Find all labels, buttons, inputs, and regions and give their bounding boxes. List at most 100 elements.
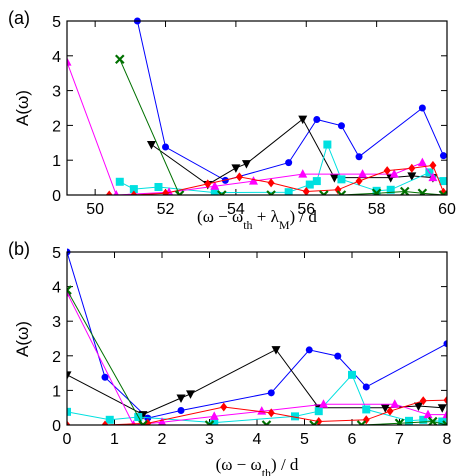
data-point <box>267 178 275 188</box>
data-point <box>439 177 447 186</box>
data-point <box>405 416 413 425</box>
data-point <box>101 373 109 381</box>
data-point <box>115 54 125 65</box>
x-tick-label: 8 <box>443 431 452 448</box>
data-point <box>407 172 417 181</box>
data-point <box>417 188 428 195</box>
y-tick-label: 2 <box>52 118 61 135</box>
data-point <box>319 399 328 408</box>
data-point <box>356 420 367 425</box>
x-tick-label: 58 <box>368 201 386 218</box>
y-tick-label: 3 <box>52 84 61 101</box>
data-point <box>154 182 163 191</box>
data-point <box>355 176 363 186</box>
data-point <box>314 407 323 416</box>
data-point <box>204 179 212 189</box>
data-point <box>371 188 382 195</box>
data-point <box>298 169 308 178</box>
data-point <box>267 408 275 418</box>
data-point <box>248 176 258 185</box>
x-tick-label: 50 <box>86 201 104 218</box>
data-point <box>162 188 170 195</box>
series-line <box>136 20 444 181</box>
data-point <box>429 160 437 170</box>
data-point <box>210 188 219 195</box>
data-point <box>337 122 345 130</box>
data-point <box>442 409 447 419</box>
data-point <box>67 285 72 295</box>
data-point <box>67 371 72 380</box>
data-point <box>362 405 371 414</box>
panel-b: 0 1 2 3 4 5 6 7 8 0 1 2 3 4 5 (b) A(ω) (ω − ωth) / d <box>8 239 452 476</box>
data-point <box>443 395 447 405</box>
data-point <box>217 190 227 195</box>
data-point <box>231 164 241 173</box>
data-point <box>267 389 275 397</box>
data-point <box>302 187 310 195</box>
data-point <box>138 420 148 425</box>
data-point <box>355 153 363 161</box>
data-point <box>157 417 167 425</box>
panel-a: 50 52 54 56 58 60 0 1 2 3 4 5 (a) A(ω) (ω − ωth + λM) … <box>8 8 456 232</box>
data-point <box>348 370 356 379</box>
data-point <box>417 157 427 167</box>
data-point <box>334 352 342 360</box>
series-line <box>67 373 443 424</box>
data-point <box>337 175 346 184</box>
data-point <box>130 190 138 195</box>
y-tick-label: 2 <box>52 349 61 366</box>
y-tick-label: 4 <box>52 49 61 66</box>
data-point <box>146 141 156 150</box>
panel-label: (a) <box>8 8 30 28</box>
data-point <box>257 406 267 415</box>
x-tick-label: 6 <box>348 431 357 448</box>
data-point <box>209 411 219 420</box>
data-point <box>414 402 423 411</box>
data-point <box>323 140 332 149</box>
data-point <box>186 390 195 399</box>
data-point <box>285 159 293 167</box>
x-tick-label: 54 <box>227 201 245 218</box>
data-point <box>67 57 72 66</box>
data-point <box>241 160 251 169</box>
x-tick-label: 3 <box>205 431 214 448</box>
data-point <box>309 420 319 425</box>
y-tick-label: 0 <box>52 188 61 205</box>
plot-frame <box>66 251 448 426</box>
data-point <box>115 177 124 186</box>
data-point <box>266 190 276 195</box>
data-point <box>386 406 394 416</box>
y-tick-label: 1 <box>52 153 61 170</box>
data-point <box>235 172 243 182</box>
x-tick-label: 56 <box>297 201 315 218</box>
y-tick-label: 5 <box>52 245 61 262</box>
y-tick-label: 5 <box>52 14 61 31</box>
x-tick-label: 5 <box>300 431 309 448</box>
x-tick-label: 60 <box>438 201 456 218</box>
data-point <box>408 163 416 173</box>
data-point <box>177 406 185 414</box>
data-point <box>105 190 113 195</box>
y-tick-label: 1 <box>52 383 61 400</box>
data-point <box>298 115 308 125</box>
data-point <box>383 166 391 176</box>
data-point <box>394 418 405 425</box>
data-point <box>101 420 109 425</box>
data-point <box>67 407 71 416</box>
data-point <box>129 185 138 194</box>
data-point <box>443 340 447 348</box>
data-point <box>291 412 299 421</box>
data-point <box>372 186 381 195</box>
series-line <box>67 399 447 425</box>
data-point <box>427 416 438 425</box>
series-group <box>67 248 447 425</box>
series-group <box>67 17 447 195</box>
data-point <box>305 346 313 354</box>
x-tick-label: 52 <box>157 201 175 218</box>
data-point <box>389 169 399 178</box>
x-tick-label: 2 <box>158 431 167 448</box>
data-point <box>438 417 447 425</box>
x-axis-label: (ω − ωth) / d <box>216 455 299 476</box>
data-point <box>419 396 427 406</box>
